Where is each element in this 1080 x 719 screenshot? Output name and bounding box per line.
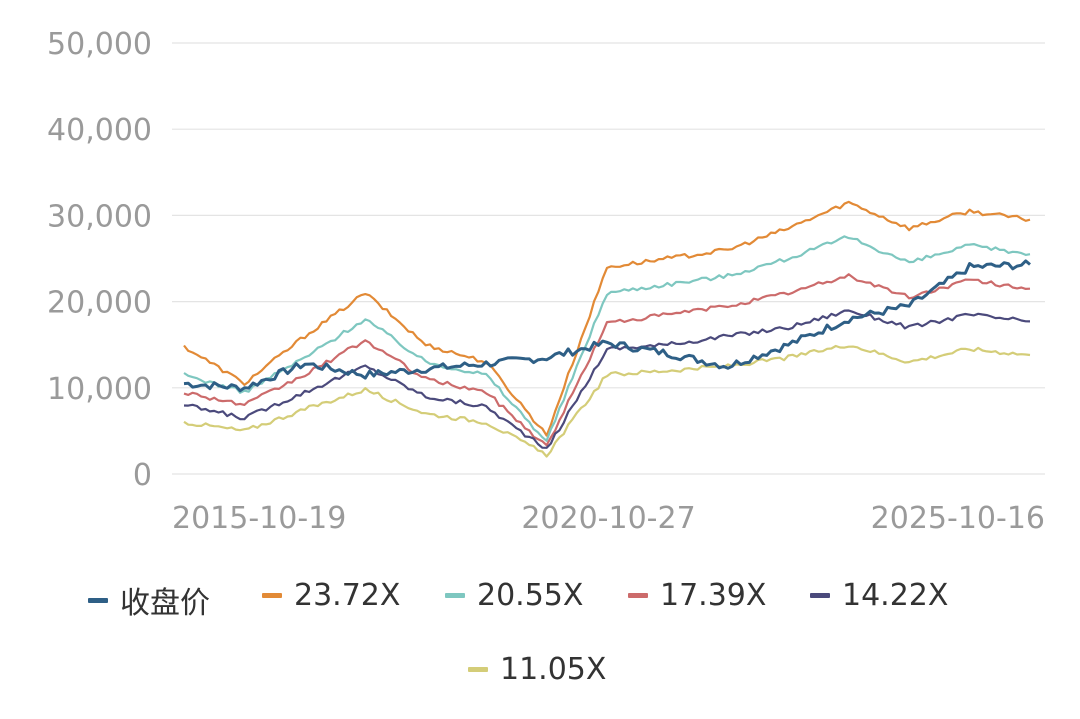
series-line-17-39x: [183, 273, 1031, 447]
series-lines: [183, 200, 1031, 458]
y-tick-label: 20,000: [47, 286, 152, 321]
legend-label: 17.39X: [660, 578, 767, 613]
legend-swatch: [88, 597, 108, 603]
series-line-14-22x: [183, 309, 1031, 449]
line-chart: 0 10,000 20,000 30,000 40,000 50,000 2015-10-…: [47, 27, 1045, 536]
x-tick-label: 2025-10-16: [871, 501, 1045, 536]
legend-label: 14.22X: [842, 578, 949, 613]
legend-swatch: [445, 593, 465, 598]
series-line-11-05x: [183, 344, 1031, 458]
legend-item: 23.72X: [262, 578, 400, 613]
legend-label: 11.05X: [500, 652, 607, 687]
series-line-23-72x: [183, 200, 1031, 437]
legend-item: 20.55X: [445, 578, 583, 613]
legend-label: 23.72X: [294, 578, 401, 613]
y-tick-label: 50,000: [47, 27, 152, 62]
y-tick-label: 10,000: [47, 372, 152, 407]
x-tick-label: 2015-10-19: [172, 501, 346, 536]
legend-item: 收盘价: [88, 578, 210, 622]
y-tick-label: 0: [133, 458, 152, 493]
legend-swatch: [628, 593, 648, 598]
legend-label: 收盘价: [120, 586, 210, 621]
legend-swatch: [262, 593, 282, 598]
y-tick-label: 40,000: [47, 113, 152, 148]
y-axis: 0 10,000 20,000 30,000 40,000 50,000: [47, 27, 152, 493]
x-axis: 2015-10-19 2020-10-27 2025-10-16: [172, 501, 1045, 536]
legend-label: 20.55X: [477, 578, 584, 613]
series-line-close: [183, 259, 1031, 393]
legend-item: 11.05X: [468, 652, 606, 687]
y-tick-label: 30,000: [47, 199, 152, 234]
legend-swatch: [468, 667, 488, 672]
legend-item: 17.39X: [628, 578, 766, 613]
x-tick-label: 2020-10-27: [521, 501, 695, 536]
legend-item: 14.22X: [810, 578, 948, 613]
series-line-20-55x: [183, 235, 1031, 442]
legend-swatch: [810, 593, 830, 598]
